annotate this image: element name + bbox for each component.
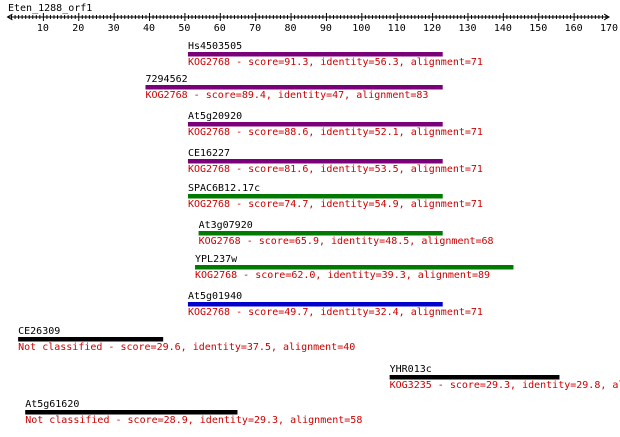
hit-row: YPL237w KOG2768 - score=62.0, identity=39… bbox=[195, 254, 514, 281]
ruler-left-arrow bbox=[6, 13, 13, 21]
ruler-tick-label: 20 bbox=[72, 23, 84, 34]
hit-row: CE26309 Not classified - score=29.6, iden… bbox=[18, 326, 355, 353]
hit-bar bbox=[18, 337, 164, 342]
hit-row: At5g01940 KOG2768 - score=49.7, identity=… bbox=[187, 291, 483, 318]
hit-name: At5g20920 bbox=[188, 111, 242, 122]
hit-bar bbox=[187, 194, 443, 199]
hit-bar bbox=[187, 52, 443, 57]
hit-name: At5g01940 bbox=[188, 291, 242, 302]
hit-name: 7294562 bbox=[145, 74, 187, 85]
ruler-tick-label: 100 bbox=[352, 23, 370, 34]
hit-name: YPL237w bbox=[195, 254, 238, 265]
hit-annotation: KOG2768 - score=49.7, identity=32.4, ali… bbox=[188, 307, 483, 318]
ruler-tick-label: 120 bbox=[423, 23, 441, 34]
ruler-tick-label: 110 bbox=[388, 23, 406, 34]
hit-annotation: KOG2768 - score=74.7, identity=54.9, ali… bbox=[188, 199, 483, 210]
ruler-tick-label: 130 bbox=[458, 23, 476, 34]
hit-row: Hs4503505 KOG2768 - score=91.3, identity=… bbox=[187, 41, 483, 68]
hit-row: At5g61620 Not classified - score=28.9, id… bbox=[25, 399, 362, 426]
hit-bar bbox=[198, 231, 443, 236]
ruler-tick-label: 60 bbox=[214, 23, 226, 34]
hit-bar bbox=[145, 85, 443, 90]
hit-bar bbox=[187, 302, 443, 307]
hit-annotation: Not classified - score=29.6, identity=37… bbox=[18, 342, 355, 353]
hit-name: At5g61620 bbox=[25, 399, 79, 410]
hit-annotation: KOG2768 - score=91.3, identity=56.3, ali… bbox=[188, 57, 483, 68]
sequence-ruler: 10 20 30 40 50 60 70 80 90 100 110 120 130 140 150 160 1… bbox=[6, 13, 618, 34]
ruler-tick-label: 10 bbox=[37, 23, 49, 34]
hit-bar bbox=[187, 159, 443, 164]
hit-row: SPAC6B12.17c KOG2768 - score=74.7, identi… bbox=[187, 183, 483, 210]
hit-bar bbox=[25, 410, 238, 415]
hit-row: YHR013c KOG3235 - score=29.3, identity=29… bbox=[389, 364, 620, 391]
ruler-tick-label: 170 bbox=[600, 23, 618, 34]
hit-annotation: KOG2768 - score=88.6, identity=52.1, ali… bbox=[188, 127, 483, 138]
query-name: Eten_1288_orf1 bbox=[8, 3, 92, 14]
hit-annotation: KOG2768 - score=65.9, identity=48.5, ali… bbox=[199, 236, 494, 247]
ruler-tick-label: 140 bbox=[494, 23, 512, 34]
hit-name: SPAC6B12.17c bbox=[188, 183, 260, 194]
ruler-tick-label: 40 bbox=[143, 23, 155, 34]
ruler-tick-label: 30 bbox=[108, 23, 120, 34]
hit-name: YHR013c bbox=[390, 364, 432, 375]
hit-bar bbox=[389, 375, 560, 380]
hit-bar bbox=[195, 265, 514, 270]
ruler-tick-label: 150 bbox=[529, 23, 547, 34]
hit-row: At3g07920 KOG2768 - score=65.9, identity=… bbox=[198, 220, 494, 247]
hit-annotation: KOG2768 - score=81.6, identity=53.5, ali… bbox=[188, 164, 483, 175]
hit-annotation: KOG2768 - score=62.0, identity=39.3, ali… bbox=[195, 270, 490, 281]
hit-annotation: Not classified - score=28.9, identity=29… bbox=[25, 415, 362, 426]
hit-row: CE16227 KOG2768 - score=81.6, identity=53… bbox=[187, 148, 483, 175]
hit-annotation: KOG2768 - score=89.4, identity=47, align… bbox=[145, 90, 428, 101]
ruler-tick-label: 80 bbox=[285, 23, 297, 34]
hit-name: At3g07920 bbox=[199, 220, 253, 231]
hit-bar bbox=[187, 122, 443, 127]
ruler-tick-label: 70 bbox=[249, 23, 261, 34]
ruler-tick-label: 50 bbox=[178, 23, 190, 34]
hit-name: CE26309 bbox=[18, 326, 60, 337]
ruler-tick-label: 160 bbox=[565, 23, 583, 34]
ruler-tick-label: 90 bbox=[320, 23, 332, 34]
hit-row: At5g20920 KOG2768 - score=88.6, identity=… bbox=[187, 111, 483, 138]
hit-name: CE16227 bbox=[188, 148, 230, 159]
hit-list: Hs4503505 KOG2768 - score=91.3, identity=… bbox=[18, 41, 620, 426]
hit-annotation: KOG3235 - score=29.3, identity=29.8, ali… bbox=[390, 380, 620, 391]
hit-row: 7294562 KOG2768 - score=89.4, identity=47… bbox=[145, 74, 443, 101]
hit-name: Hs4503505 bbox=[188, 41, 242, 52]
